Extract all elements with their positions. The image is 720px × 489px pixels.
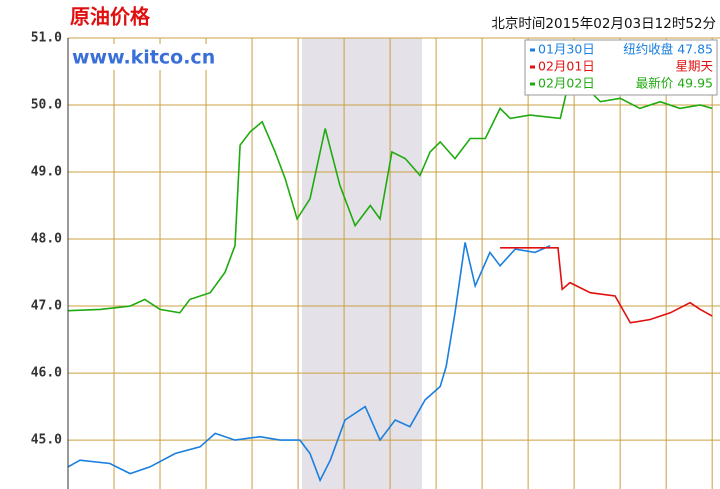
- legend-note: 最新价 49.95: [636, 76, 713, 91]
- legend-label: 02月02日: [538, 76, 595, 91]
- legend-note: 星期天: [675, 59, 713, 74]
- series-line: [500, 247, 713, 324]
- legend-label: 02月01日: [538, 59, 595, 74]
- legend-box: [524, 39, 718, 96]
- legend-label: 01月30日: [538, 42, 595, 57]
- chart-title: 原油价格: [70, 5, 151, 29]
- y-tick-label: 48.0: [31, 232, 62, 247]
- subtitle: www.kitco.cn: [72, 47, 215, 69]
- legend-swatch: [530, 48, 535, 52]
- legend-note: 纽约收盘 47.85: [623, 42, 713, 57]
- timestamp: 北京时间2015年02月03日12时52分: [491, 16, 716, 32]
- legend-swatch: [530, 65, 535, 69]
- y-tick-label: 49.0: [31, 165, 62, 180]
- y-tick-label: 46.0: [31, 366, 62, 381]
- series-line: [67, 242, 551, 483]
- legend-swatch: [530, 82, 535, 86]
- y-tick-label: 50.0: [31, 98, 62, 113]
- subtitle-bg: [70, 44, 216, 70]
- y-tick-label: 45.0: [31, 433, 62, 448]
- shaded-period: [302, 38, 422, 489]
- y-tick-label: 47.0: [31, 299, 62, 314]
- y-tick-label: 51.0: [31, 31, 62, 46]
